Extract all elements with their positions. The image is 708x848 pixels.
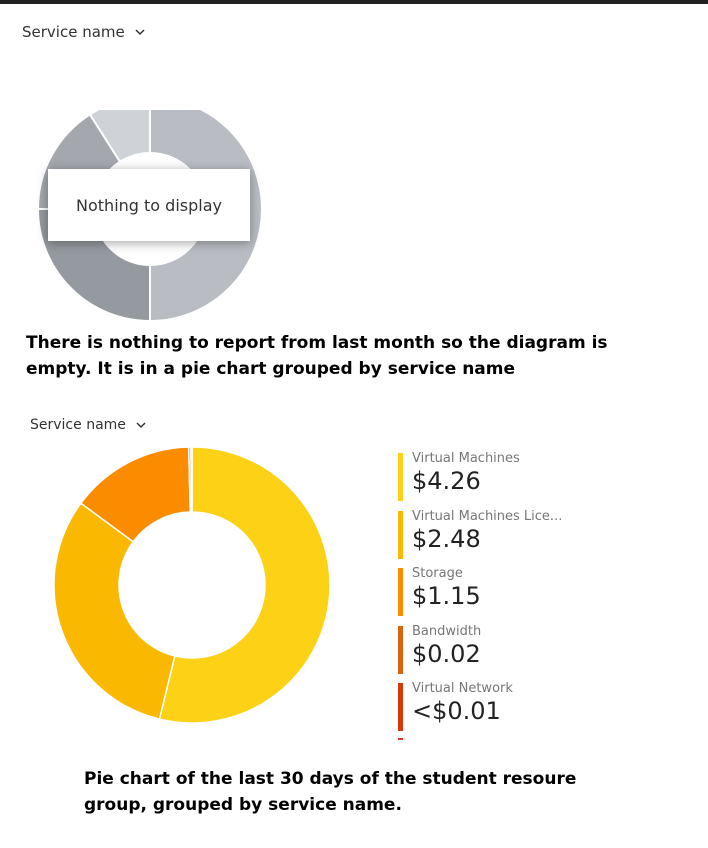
legend-service-name: Bandwidth	[412, 623, 482, 639]
legend-color-bar	[398, 683, 403, 731]
legend-service-name: Storage	[412, 566, 463, 581]
caption-cost-chart: Pie chart of the last 30 days of the stu…	[84, 769, 577, 815]
service-name-dropdown-2[interactable]: Service name	[30, 417, 146, 433]
service-name-dropdown[interactable]: Service name	[22, 23, 145, 41]
pie-slice-virtual-network[interactable]	[190, 446, 193, 513]
legend-item[interactable]: Bandwidth $0.02	[398, 623, 698, 681]
chart-legend: Virtual Machines $4.26 Virtual Machines Li…	[398, 450, 698, 740]
legend-color-bar	[398, 625, 403, 674]
legend-service-name: Virtual Network	[412, 681, 513, 696]
legend-service-name: Virtual Machines Lice...	[412, 508, 563, 524]
pie-slice-virtual-machines-lice[interactable]	[53, 502, 176, 721]
legend-color-bar	[398, 568, 403, 616]
legend-item[interactable]: Virtual Network <$0.01	[398, 680, 698, 738]
legend-item[interactable]: Virtual Machines $4.26	[398, 450, 698, 508]
legend-service-name: Virtual Machines	[412, 451, 520, 466]
chevron-down-icon	[136, 422, 146, 429]
empty-state-message: Nothing to display	[48, 169, 250, 241]
legend-item[interactable]: Storage $1.15	[398, 565, 698, 623]
legend-overflow-bar	[398, 737, 403, 740]
dropdown-label: Service name	[22, 23, 125, 41]
legend-cost-value: $4.26	[412, 467, 481, 495]
legend-cost-value: $0.02	[412, 639, 481, 668]
dropdown-label: Service name	[30, 417, 126, 433]
pie-slice-virtual-machines[interactable]	[158, 446, 331, 724]
cost-donut-chart	[53, 446, 331, 724]
placeholder-slice	[88, 110, 151, 164]
top-border	[0, 0, 708, 4]
legend-item[interactable]: Virtual Machines Lice... $2.48	[398, 508, 698, 566]
legend-cost-value: <$0.01	[412, 697, 501, 725]
legend-cost-value: $2.48	[412, 524, 481, 553]
legend-color-bar	[398, 510, 403, 559]
legend-cost-value: $1.15	[412, 582, 481, 610]
legend-color-bar	[398, 453, 403, 501]
caption-empty-chart: There is nothing to report from last mon…	[26, 333, 608, 379]
chevron-down-icon	[135, 29, 145, 36]
